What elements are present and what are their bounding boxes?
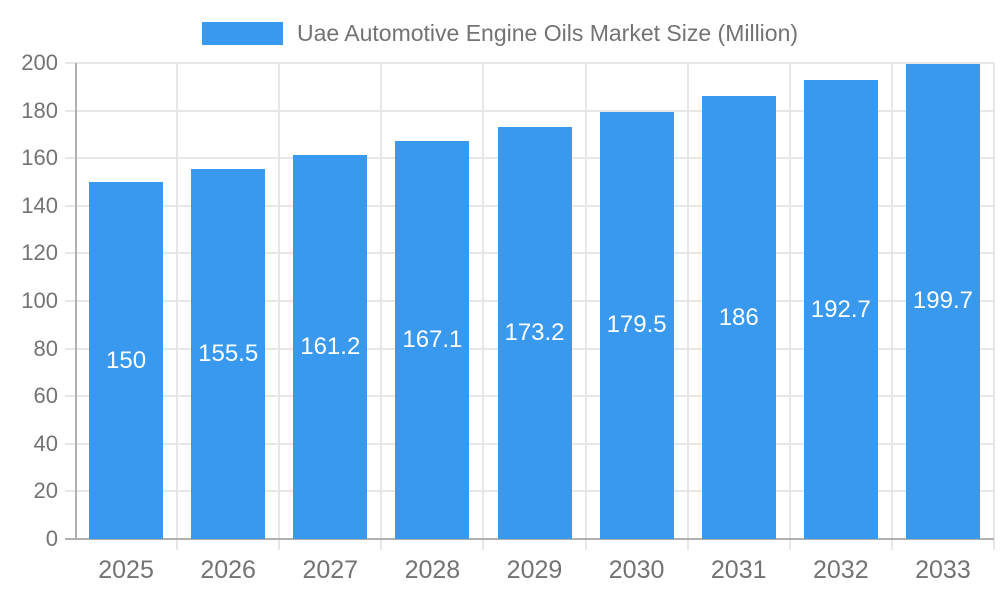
x-axis-tick bbox=[584, 540, 587, 550]
x-axis-line bbox=[65, 538, 994, 540]
x-tick-label: 2027 bbox=[302, 556, 359, 584]
y-tick-label: 200 bbox=[21, 50, 58, 75]
x-tick-label: 2025 bbox=[98, 556, 154, 584]
v-gridline bbox=[176, 63, 179, 539]
v-gridline bbox=[380, 63, 383, 539]
plot-area: 150 155.5 161.2 167.1 173.2 179.5 186 192.7 199.… bbox=[21, 50, 995, 584]
bar-value-label: 179.5 bbox=[606, 311, 667, 339]
y-tick-label: 100 bbox=[21, 288, 58, 313]
y-axis-tick bbox=[65, 252, 75, 255]
y-tick-label: 160 bbox=[21, 145, 58, 171]
x-axis-tick bbox=[482, 540, 485, 550]
bar-value-label: 167.1 bbox=[402, 326, 463, 354]
y-axis-tick bbox=[65, 157, 75, 160]
y-tick-label: 20 bbox=[33, 478, 58, 504]
bar-value-label: 155.5 bbox=[198, 339, 259, 367]
y-axis-tick bbox=[65, 300, 75, 302]
bar[interactable] bbox=[293, 155, 368, 539]
y-tick-label: 60 bbox=[33, 383, 58, 409]
x-axis-tick bbox=[278, 540, 281, 550]
chart-title: Uae Automotive Engine Oils Market Size (… bbox=[296, 20, 799, 46]
bar[interactable] bbox=[803, 80, 878, 539]
x-axis-tick bbox=[788, 540, 791, 550]
bar-value-label: 161.2 bbox=[300, 333, 361, 361]
bar[interactable] bbox=[599, 111, 674, 539]
x-tick-label: 2033 bbox=[915, 556, 971, 584]
v-gridline bbox=[584, 63, 587, 539]
y-tick-label: 180 bbox=[21, 97, 58, 123]
v-gridline bbox=[686, 63, 689, 539]
x-tick-label: 2030 bbox=[608, 556, 665, 584]
x-tick-label: 2031 bbox=[710, 556, 767, 584]
v-gridline bbox=[993, 63, 995, 539]
y-tick-label: 40 bbox=[33, 430, 58, 456]
y-axis-line bbox=[75, 63, 77, 539]
bar[interactable] bbox=[191, 168, 266, 539]
y-axis-tick bbox=[65, 395, 75, 398]
x-tick-label: 2029 bbox=[506, 556, 563, 584]
x-tick-label: 2028 bbox=[404, 556, 461, 584]
x-tick-label: 2032 bbox=[813, 556, 869, 584]
bar-value-label: 150 bbox=[106, 346, 147, 374]
x-axis-tick bbox=[890, 540, 893, 550]
x-axis-tick bbox=[993, 540, 995, 550]
bar-value-label: 192.7 bbox=[810, 295, 871, 323]
legend-swatch-icon bbox=[201, 22, 283, 45]
y-axis-tick bbox=[65, 490, 75, 493]
y-axis-tick bbox=[65, 347, 75, 350]
h-gridline bbox=[75, 109, 994, 112]
bar-value-label: 199.7 bbox=[912, 287, 973, 315]
bar[interactable] bbox=[905, 63, 980, 539]
v-gridline bbox=[278, 63, 281, 539]
y-axis-tick bbox=[65, 204, 75, 207]
y-tick-label: 0 bbox=[45, 526, 58, 551]
x-axis-tick bbox=[176, 540, 179, 550]
x-tick-label: 2026 bbox=[200, 556, 256, 584]
y-tick-label: 120 bbox=[21, 240, 58, 266]
v-gridline bbox=[788, 63, 791, 539]
y-tick-label: 140 bbox=[21, 192, 58, 218]
v-gridline bbox=[890, 63, 893, 539]
v-gridline bbox=[482, 63, 485, 539]
h-gridline bbox=[75, 62, 994, 64]
bar[interactable] bbox=[89, 182, 164, 539]
y-axis-tick bbox=[65, 62, 75, 64]
x-axis-tick bbox=[686, 540, 689, 550]
bar[interactable] bbox=[395, 141, 470, 539]
bar[interactable] bbox=[497, 126, 572, 539]
y-axis-tick bbox=[65, 442, 75, 445]
y-tick-label: 80 bbox=[33, 335, 58, 361]
legend[interactable]: Uae Automotive Engine Oils Market Size (… bbox=[0, 20, 1000, 47]
bar-value-label: 173.2 bbox=[504, 318, 565, 346]
bar[interactable] bbox=[701, 96, 776, 539]
x-axis-tick bbox=[380, 540, 383, 550]
bar-value-label: 186 bbox=[718, 303, 759, 331]
y-axis-tick bbox=[65, 109, 75, 112]
